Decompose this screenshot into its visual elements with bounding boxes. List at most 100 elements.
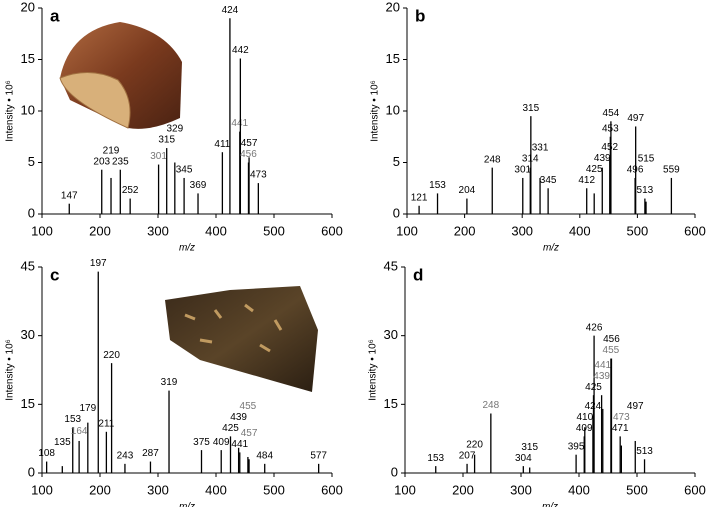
peak-label: 439: [230, 412, 247, 423]
panel: 100 200 300 400 500 600 0 5 10 15 20 m/z Intensity •…: [5, 0, 343, 254]
peak-label: 203: [93, 156, 110, 167]
peak-label: 454: [603, 108, 620, 119]
peak-label: 513: [636, 446, 653, 457]
y-axis-label: Intensity • 10⁶: [5, 80, 16, 142]
x-tick-label: 600: [684, 223, 706, 238]
y-tick-label: 15: [21, 396, 35, 411]
x-tick-label: 400: [569, 223, 591, 238]
peak-label: 457: [241, 428, 258, 439]
peak-label: 455: [240, 401, 257, 412]
peak-label: 179: [79, 403, 96, 414]
y-tick-label: 20: [21, 0, 35, 14]
peak-label: 497: [627, 401, 644, 412]
peak-label: 153: [64, 414, 81, 425]
peak-label: 559: [663, 165, 680, 176]
y-tick-label: 30: [21, 327, 35, 342]
x-tick-label: 300: [510, 482, 532, 497]
x-tick-label: 200: [89, 223, 111, 238]
y-tick-label: 15: [21, 51, 35, 66]
peak-label: 301: [150, 151, 167, 162]
peak-label: 243: [117, 450, 134, 461]
panel-letter: c: [50, 265, 59, 284]
y-tick-label: 20: [386, 0, 400, 14]
peak-label: 315: [521, 442, 538, 453]
x-tick-label: 100: [31, 482, 53, 497]
peak-label: 219: [103, 145, 120, 156]
peak-label: 375: [193, 437, 210, 448]
x-axis-label: m/z: [179, 243, 195, 254]
peak-label: 473: [250, 170, 267, 181]
x-tick-label: 500: [627, 223, 649, 238]
peak-label: 410: [576, 412, 593, 423]
x-tick-label: 200: [452, 482, 474, 497]
peak-label: 577: [310, 450, 327, 461]
bark-photo: [165, 286, 318, 392]
peak-label: 108: [38, 448, 55, 459]
panel: 100 200 300 400 500 600 0 15 30 45 m/z Intensity • …: [5, 258, 343, 507]
y-tick-label: 15: [384, 396, 398, 411]
x-tick-label: 500: [263, 223, 285, 238]
peak-label: 252: [122, 185, 139, 196]
peak-label: 211: [98, 418, 114, 429]
peak-label: 345: [176, 165, 193, 176]
x-tick-label: 500: [263, 482, 285, 497]
x-tick-label: 600: [684, 482, 706, 497]
x-tick-label: 300: [147, 223, 169, 238]
peak-label: 439: [593, 371, 610, 382]
peak-label: 235: [112, 156, 129, 167]
panel-letter: d: [413, 265, 423, 284]
x-axis-label: m/z: [542, 502, 558, 507]
x-tick-label: 600: [321, 482, 343, 497]
peak-label: 315: [158, 135, 175, 146]
x-axis-label: m/z: [543, 243, 559, 254]
peak-label: 441: [594, 360, 611, 371]
peak-label: 121: [411, 192, 428, 203]
y-axis-label: Intensity • 10⁶: [370, 80, 381, 142]
panel-letter: b: [415, 6, 425, 25]
y-tick-label: 15: [386, 51, 400, 66]
peak-label: 220: [466, 439, 483, 450]
peak-label: 395: [568, 441, 585, 452]
peak-label: 207: [459, 450, 476, 461]
x-tick-label: 100: [396, 223, 418, 238]
y-axis-label: Intensity • 10⁶: [5, 339, 16, 401]
peak-label: 412: [578, 175, 595, 186]
y-tick-label: 0: [391, 464, 398, 479]
y-tick-label: 45: [384, 258, 398, 273]
x-tick-label: 100: [31, 223, 53, 238]
peak-label: 409: [213, 437, 230, 448]
peak-label: 515: [638, 154, 655, 165]
panel-letter: a: [50, 6, 60, 25]
wood-photo: [59, 22, 182, 129]
peak-label: 345: [540, 175, 557, 186]
peak-label: 455: [603, 345, 620, 356]
peak-label: 153: [427, 453, 444, 464]
peak-label: 411: [214, 139, 230, 150]
peak-label: 497: [627, 113, 644, 124]
panel: 100 200 300 400 500 600 0 15 30 45 m/z Intensity • …: [368, 258, 706, 507]
y-tick-label: 45: [21, 258, 35, 273]
x-axis-label: m/z: [179, 502, 195, 507]
peak-label: 319: [161, 377, 178, 388]
x-tick-label: 400: [568, 482, 590, 497]
x-tick-label: 100: [394, 482, 416, 497]
peak-label: 248: [482, 400, 499, 411]
x-tick-label: 500: [626, 482, 648, 497]
x-tick-label: 400: [205, 223, 227, 238]
y-tick-label: 0: [28, 205, 35, 220]
peak-label: 513: [637, 185, 654, 196]
peak-label: 425: [586, 164, 603, 175]
peak-label: 471: [612, 423, 629, 434]
y-tick-label: 0: [28, 464, 35, 479]
peak-label: 426: [586, 322, 603, 333]
y-tick-label: 10: [21, 102, 35, 117]
y-tick-label: 0: [393, 205, 400, 220]
x-tick-label: 200: [454, 223, 476, 238]
peak-label: 369: [190, 180, 207, 191]
peak-label: 329: [166, 124, 183, 135]
peak-label: 439: [594, 153, 611, 164]
peak-label: 473: [613, 412, 630, 423]
peak-label: 153: [429, 180, 446, 191]
peak-label: 425: [222, 423, 239, 434]
